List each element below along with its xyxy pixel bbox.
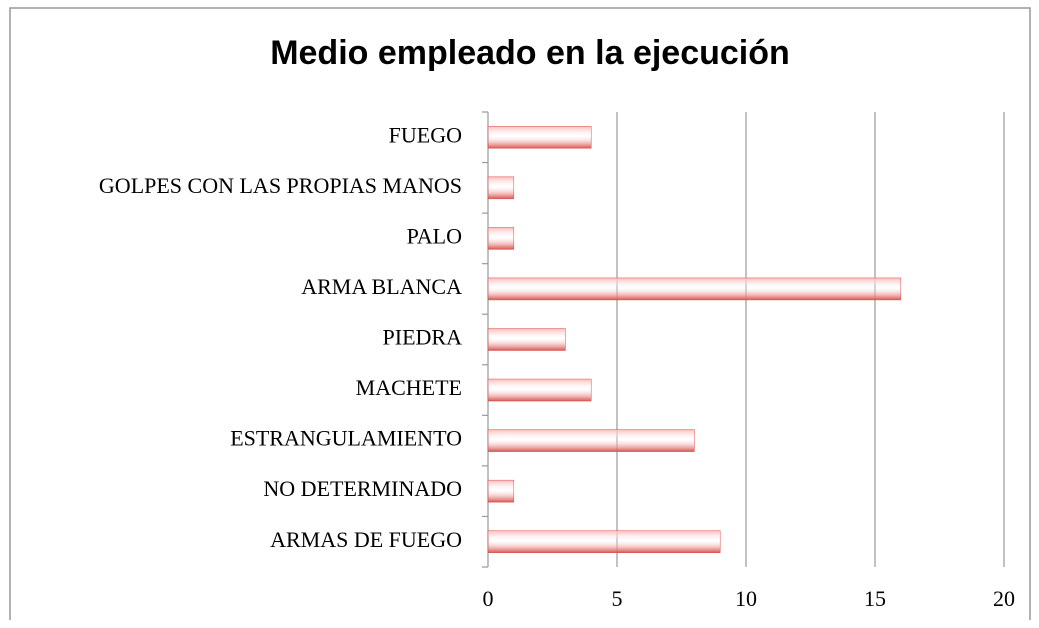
y-tick-label: ARMAS DE FUEGO: [270, 527, 462, 552]
y-tick-label: ARMA BLANCA: [301, 274, 462, 299]
x-tick-label: 5: [612, 586, 623, 611]
bar: [487, 227, 515, 250]
y-tick-label: NO DETERMINADO: [263, 476, 462, 501]
y-tick-label: ESTRANGULAMIENTO: [230, 426, 462, 451]
bar: [487, 126, 592, 149]
bar: [487, 328, 566, 351]
bar: [487, 277, 902, 301]
bar: [487, 530, 721, 553]
x-tick-label: 0: [483, 586, 494, 611]
bar: [487, 479, 515, 503]
y-tick-label: PALO: [407, 223, 462, 248]
x-tick-label: 10: [735, 586, 757, 611]
bar: [487, 176, 515, 200]
chart-title: Medio empleado en la ejecución: [270, 34, 790, 72]
bar: [487, 429, 695, 452]
x-tick-label: 15: [864, 586, 886, 611]
bar: [487, 378, 592, 402]
y-tick-label: GOLPES CON LAS PROPIAS MANOS: [99, 173, 462, 198]
y-tick-label: MACHETE: [356, 375, 462, 400]
y-tick-label: PIEDRA: [383, 325, 463, 350]
x-tick-label: 20: [993, 586, 1015, 611]
y-tick-label: FUEGO: [389, 122, 462, 147]
chart-frame: [9, 7, 1031, 620]
